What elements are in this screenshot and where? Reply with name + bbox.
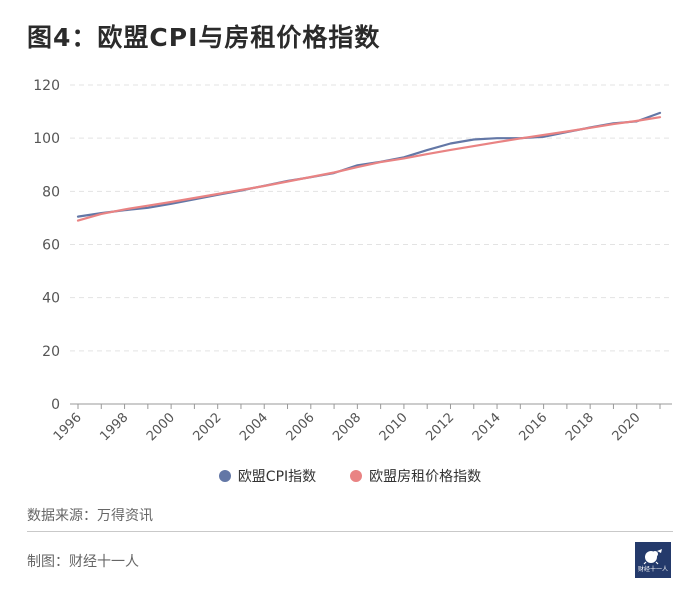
legend-label-rent: 欧盟房租价格指数 (369, 469, 482, 485)
logo-figure-icon (643, 548, 662, 564)
y-tick-label: 40 (42, 291, 60, 307)
logo-text: 财经十一人 (637, 565, 668, 573)
series-lines (76, 111, 662, 222)
axes: 0 20 40 60 80 100 120 1996 1998 2000 2002 2004 2006 2… (33, 78, 672, 444)
y-tick-label: 20 (42, 344, 60, 360)
data-source-note: 数据来源：万得资讯 (27, 508, 153, 524)
legend-item-rent[interactable]: 欧盟房租价格指数 (350, 466, 481, 486)
x-tick-label: 2006 (284, 410, 318, 444)
footer-divider (27, 531, 673, 532)
x-tick-label: 2012 (423, 410, 457, 444)
legend-label-cpi: 欧盟CPI指数 (237, 469, 317, 485)
x-tick-label: 2004 (237, 410, 271, 444)
legend-marker-rent (350, 470, 363, 482)
y-tick-label: 100 (33, 131, 60, 147)
chart-legend[interactable]: 欧盟CPI指数 欧盟房租价格指数 (0, 466, 700, 486)
x-tick-label: 1998 (97, 410, 131, 444)
legend-item-cpi[interactable]: 欧盟CPI指数 (218, 466, 317, 486)
chart-title: 图4：欧盟CPI与房租价格指数 (27, 23, 381, 52)
line-chart: 0 20 40 60 80 100 120 1996 1998 2000 2002 2004 2006 2… (33, 78, 672, 444)
y-tick-label: 60 (42, 238, 60, 254)
x-tick-label: 2000 (144, 410, 178, 444)
x-tick-label: 2016 (516, 410, 550, 444)
x-tick-label: 2002 (191, 410, 225, 444)
grid-lines (70, 84, 672, 352)
brand-logo: 财经十一人 (635, 542, 671, 578)
x-tick-label: 2008 (330, 410, 364, 444)
x-tick-label: 2010 (377, 410, 411, 444)
y-tick-label: 0 (51, 397, 60, 413)
x-tick-label: 2020 (610, 410, 644, 444)
x-tick-label: 2014 (470, 410, 504, 444)
y-tick-label: 80 (42, 184, 60, 200)
x-tick-label: 1996 (51, 410, 85, 444)
y-tick-label: 120 (33, 78, 60, 94)
legend-marker-cpi (218, 470, 231, 482)
series-line-rent[interactable] (76, 116, 662, 222)
x-tick-label: 2018 (563, 410, 597, 444)
chart-credit: 制图：财经十一人 (27, 554, 139, 570)
